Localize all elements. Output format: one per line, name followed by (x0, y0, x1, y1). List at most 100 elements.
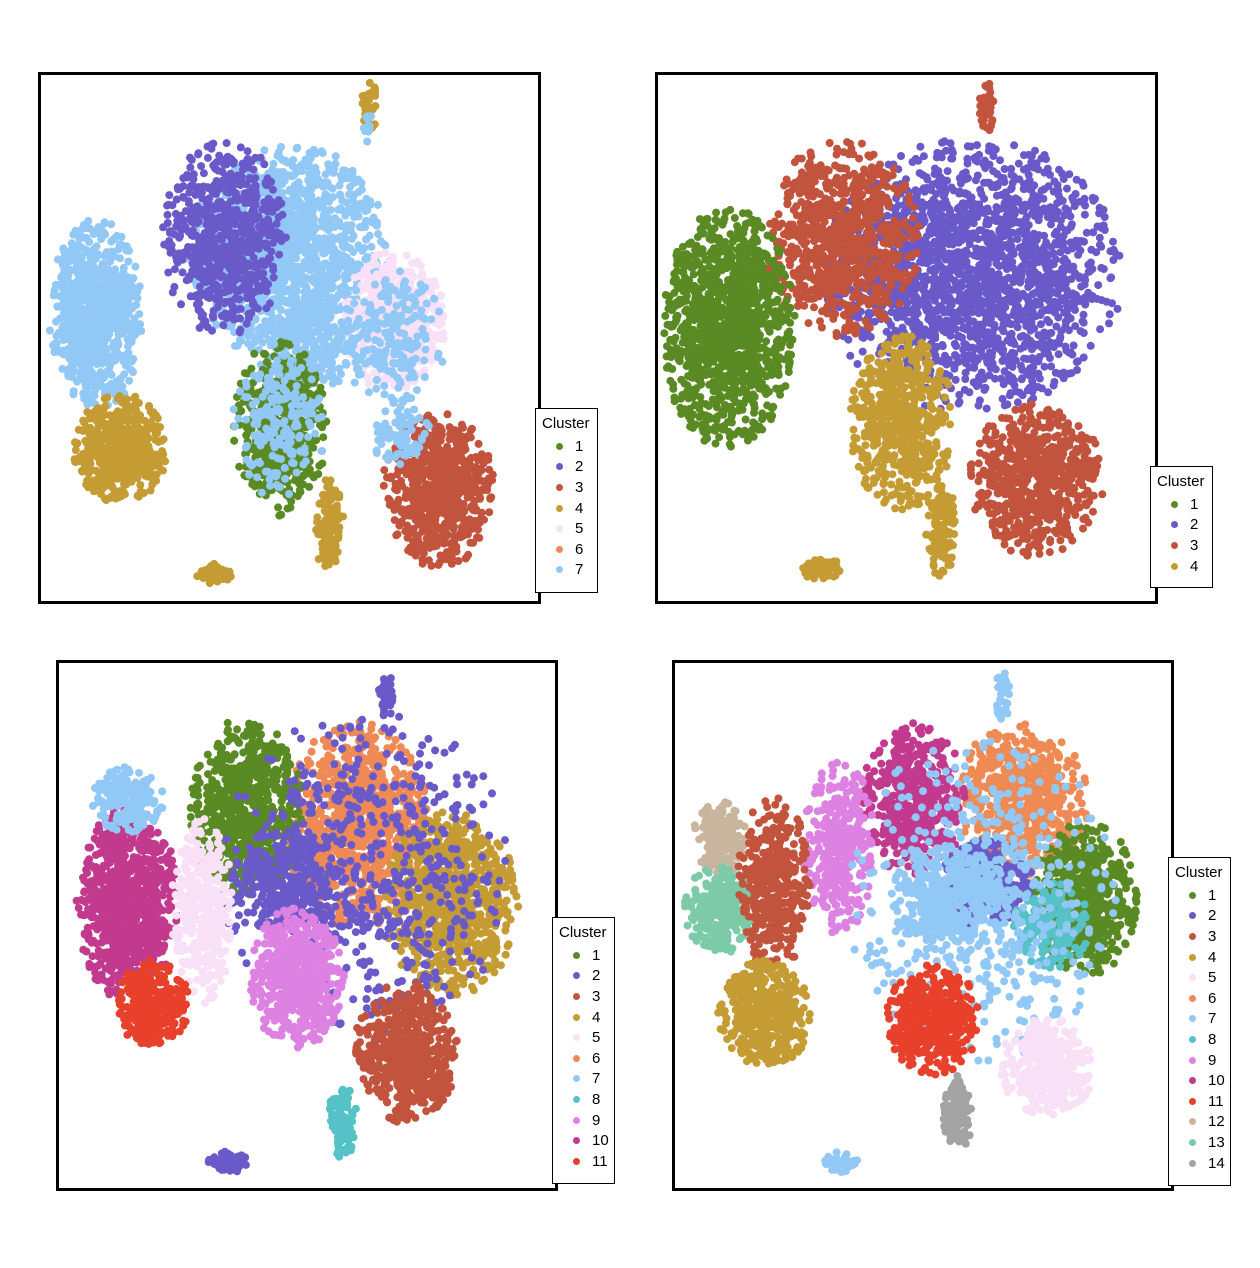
scatter-point (241, 199, 250, 207)
scatter-point (203, 293, 212, 301)
scatter-point (302, 410, 311, 419)
scatter-point (267, 177, 276, 186)
scatter-point (277, 237, 286, 245)
scatter-point (234, 305, 243, 314)
scatter-point (273, 356, 282, 365)
scatter-point (319, 318, 327, 327)
scatter-point (348, 166, 357, 175)
scatter-point (285, 490, 293, 498)
scatter-point (430, 294, 439, 303)
scatter-point (237, 172, 246, 181)
scatter-point (296, 447, 304, 456)
scatter-point (321, 190, 330, 199)
scatter-point (222, 187, 231, 196)
scatter-point (369, 217, 378, 226)
scatter-point (301, 233, 310, 242)
scatter-point (422, 419, 431, 427)
scatter-point (410, 464, 419, 473)
scatter-point (274, 148, 283, 157)
scatter-point (262, 424, 271, 433)
scatter-point (249, 371, 258, 380)
scatter-point (194, 242, 202, 251)
scatter-point (308, 257, 317, 266)
scatter-point (442, 529, 451, 538)
scatter-point (379, 481, 388, 490)
scatter-point (196, 289, 205, 297)
scatter-point (308, 204, 317, 213)
scatter-point (214, 198, 223, 206)
scatter-point (350, 178, 359, 187)
scatter-point (229, 405, 238, 414)
scatter-point (237, 263, 246, 272)
scatter-point (419, 496, 428, 505)
scatter-point (212, 177, 221, 185)
scatter-point (277, 440, 286, 449)
scatter-point (211, 282, 220, 291)
scatter-point (365, 124, 374, 133)
scatter-point (380, 381, 389, 390)
scatter-point (379, 292, 388, 301)
scatter-point (203, 256, 212, 265)
scatter-point (452, 438, 461, 447)
scatter-point (388, 252, 397, 261)
scatter-point (372, 449, 381, 457)
scatter-point (275, 250, 284, 259)
scatter-point (387, 268, 396, 276)
scatter-point (439, 329, 448, 338)
scatter-point (251, 315, 260, 324)
scatter-point (260, 432, 269, 441)
scatter-point (381, 276, 390, 284)
scatter-point (195, 323, 204, 332)
scatter-point (444, 493, 453, 502)
scatter-point (278, 210, 287, 219)
scatter-point (323, 178, 332, 187)
scatter-point (260, 198, 269, 207)
scatter-point (411, 311, 420, 320)
scatter-point (251, 194, 260, 203)
scatter-point (372, 270, 381, 279)
scatter-point (324, 160, 333, 169)
scatter-point (411, 551, 420, 560)
scatter-point (342, 359, 351, 368)
scatter-point (315, 306, 324, 315)
scatter-point (85, 238, 94, 246)
scatter-point (257, 297, 266, 306)
scatter-point (290, 422, 299, 431)
scatter-point (248, 300, 257, 309)
scatter-point (242, 189, 251, 198)
scatter-point (258, 338, 267, 347)
scatter-point (419, 284, 428, 293)
scatter-point (259, 240, 268, 249)
scatter-point (289, 156, 298, 164)
scatter-point (313, 518, 322, 527)
scatter-point (124, 257, 133, 266)
scatter-point (289, 299, 298, 308)
scatter-point (420, 314, 429, 323)
scatter-point (213, 296, 222, 305)
scatter-point (276, 320, 285, 329)
scatter-point (293, 269, 302, 278)
scatter-point (270, 340, 279, 349)
scatter-point (338, 241, 347, 250)
scatter-point (294, 262, 303, 271)
scatter-point (249, 165, 258, 174)
scatter-point (260, 160, 269, 169)
scatter-point (328, 284, 337, 293)
scatter-point (281, 387, 290, 396)
scatter-point (410, 296, 419, 305)
scatter-point (250, 338, 259, 347)
scatter-point (374, 230, 383, 238)
scatter-point (258, 282, 267, 291)
scatter-point (261, 387, 270, 396)
scatter-point (236, 407, 245, 416)
scatter-point (372, 421, 381, 430)
scatter-point (352, 286, 361, 295)
scatter-point (261, 330, 270, 339)
scatter-point (341, 275, 350, 284)
scatter-point (336, 284, 345, 293)
scatter-point (257, 488, 266, 497)
scatter-point (299, 460, 308, 469)
scatter-point (320, 506, 329, 515)
scatter-point (280, 463, 289, 472)
scatter-point (288, 458, 296, 467)
